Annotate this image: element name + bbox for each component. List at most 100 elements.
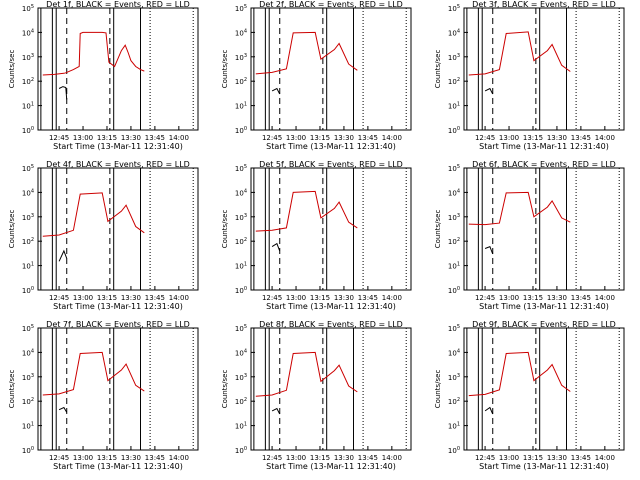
start-time-label: Start Time (13-Mar-11 12:31:40) [53, 142, 183, 151]
series-events [58, 406, 68, 413]
x-tick-label: 12:45 [49, 454, 69, 462]
y-tick-label: 102 [22, 77, 34, 86]
x-tick-label: 13:00 [73, 134, 93, 142]
y-tick-label: 104 [448, 188, 460, 197]
y-tick-label: 102 [448, 397, 460, 406]
plot-frame [250, 7, 412, 131]
series-events [484, 87, 494, 95]
y-tick-label: 103 [448, 53, 460, 62]
x-tick-label: 13:00 [73, 454, 93, 462]
panel-title: Det 3f, BLACK = Events, RED = LLD [472, 0, 616, 9]
y-tick-label: 100 [235, 446, 247, 455]
x-tick-label: 12:45 [475, 454, 495, 462]
start-time-label: Start Time (13-Mar-11 12:31:40) [53, 462, 183, 471]
y-tick-label: 102 [448, 77, 460, 86]
x-tick-label: 13:15 [97, 454, 117, 462]
x-tick-label: 12:45 [262, 294, 282, 302]
x-tick-label: 14:00 [169, 454, 189, 462]
panel-title: Det 8f, BLACK = Events, RED = LLD [259, 320, 403, 329]
series-lld [468, 191, 571, 226]
x-tick-label: 12:45 [49, 134, 69, 142]
y-tick-label: 102 [235, 237, 247, 246]
y-axis-label: Counts/sec [221, 50, 229, 89]
y-tick-label: 100 [22, 286, 34, 295]
x-tick-label: 13:15 [310, 294, 330, 302]
series-lld [468, 31, 571, 76]
panel-det-9: Det 9f, BLACK = Events, RED = LLD 100 101 1… [434, 320, 625, 471]
plot-frame [37, 167, 199, 291]
panel-title: Det 7f, BLACK = Events, RED = LLD [46, 320, 190, 329]
y-tick-label: 100 [448, 286, 460, 295]
y-tick-label: 104 [235, 188, 247, 197]
series-lld [255, 351, 358, 397]
y-tick-label: 102 [22, 237, 34, 246]
series-lld [255, 31, 358, 75]
y-tick-label: 102 [235, 397, 247, 406]
y-axis-label: Counts/sec [221, 210, 229, 249]
x-tick-label: 14:00 [169, 134, 189, 142]
series-events [58, 86, 68, 100]
y-tick-label: 104 [22, 188, 34, 197]
series-events [484, 245, 494, 255]
x-tick-label: 13:15 [97, 294, 117, 302]
x-tick-label: 13:15 [310, 134, 330, 142]
panel-det-2: Det 2f, BLACK = Events, RED = LLD 100 101 1… [221, 0, 412, 151]
x-tick-label: 13:30 [334, 454, 354, 462]
x-tick-label: 13:15 [523, 134, 543, 142]
x-tick-label: 13:45 [145, 454, 165, 462]
x-tick-label: 14:00 [595, 454, 615, 462]
y-tick-label: 102 [22, 397, 34, 406]
x-tick-label: 13:30 [547, 294, 567, 302]
panel-det-4: Det 4f, BLACK = Events, RED = LLD 100 101 1… [8, 160, 199, 311]
plot-frame [250, 327, 412, 451]
series-lld [42, 351, 145, 396]
x-tick-label: 13:30 [121, 294, 141, 302]
start-time-label: Start Time (13-Mar-11 12:31:40) [479, 302, 609, 311]
y-tick-label: 105 [22, 4, 34, 13]
y-tick-label: 104 [448, 28, 460, 37]
y-tick-label: 101 [448, 422, 460, 431]
series-lld [468, 351, 571, 397]
x-tick-label: 14:00 [382, 454, 402, 462]
y-tick-label: 103 [22, 373, 34, 382]
y-axis-label: Counts/sec [8, 50, 16, 89]
y-tick-label: 100 [22, 126, 34, 135]
y-tick-label: 104 [22, 348, 34, 357]
x-tick-label: 13:30 [334, 294, 354, 302]
y-tick-label: 104 [235, 348, 247, 357]
series-events [271, 87, 281, 95]
x-tick-label: 13:45 [358, 454, 378, 462]
start-time-label: Start Time (13-Mar-11 12:31:40) [53, 302, 183, 311]
y-tick-label: 102 [448, 237, 460, 246]
y-axis-label: Counts/sec [434, 370, 442, 409]
x-tick-label: 13:30 [547, 454, 567, 462]
y-tick-label: 101 [235, 262, 247, 271]
x-tick-label: 13:45 [358, 134, 378, 142]
x-tick-label: 13:00 [286, 454, 306, 462]
x-tick-label: 13:30 [121, 134, 141, 142]
y-tick-label: 101 [22, 422, 34, 431]
y-tick-label: 100 [235, 126, 247, 135]
y-tick-label: 105 [235, 324, 247, 333]
y-tick-label: 105 [448, 324, 460, 333]
x-tick-label: 14:00 [595, 294, 615, 302]
series-events [58, 249, 68, 262]
y-tick-label: 104 [448, 348, 460, 357]
y-tick-label: 103 [235, 213, 247, 222]
panel-det-1: Det 1f, BLACK = Events, RED = LLD 100 101 1… [8, 0, 199, 151]
y-tick-label: 105 [235, 4, 247, 13]
series-lld [255, 190, 358, 232]
x-tick-label: 12:45 [49, 294, 69, 302]
plot-frame [37, 7, 199, 131]
series-events [271, 407, 281, 415]
x-tick-label: 14:00 [169, 294, 189, 302]
series-events [484, 406, 494, 415]
y-tick-label: 101 [448, 262, 460, 271]
plot-frame [463, 167, 625, 291]
x-tick-label: 13:45 [571, 134, 591, 142]
panel-title: Det 6f, BLACK = Events, RED = LLD [472, 160, 616, 169]
start-time-label: Start Time (13-Mar-11 12:31:40) [266, 462, 396, 471]
y-tick-label: 100 [448, 126, 460, 135]
x-tick-label: 12:45 [475, 134, 495, 142]
